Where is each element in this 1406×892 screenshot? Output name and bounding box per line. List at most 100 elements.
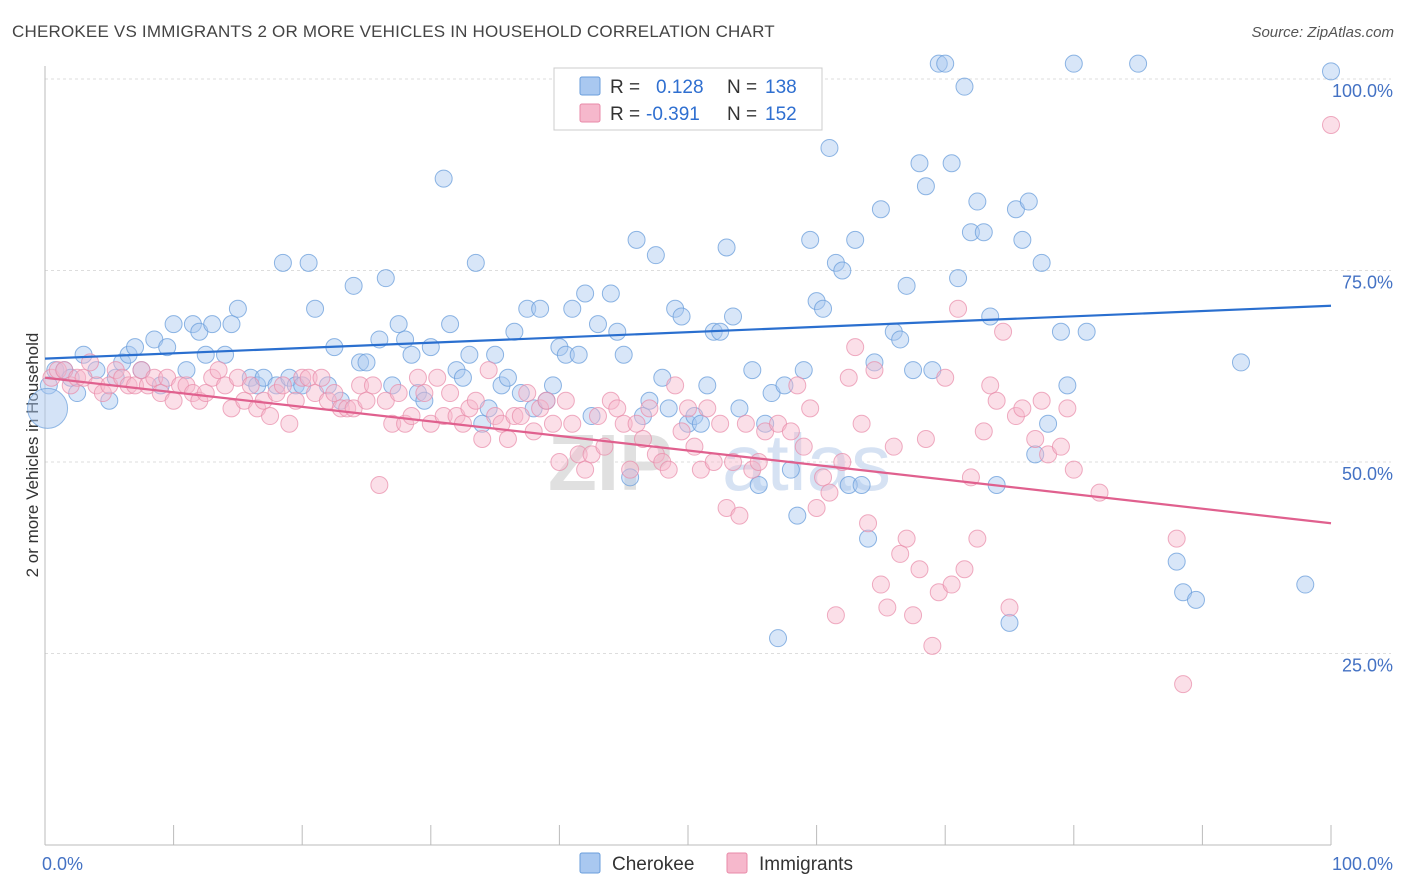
x-tick-label-min: 0.0% bbox=[42, 854, 83, 874]
immigrants-point bbox=[325, 384, 344, 403]
cherokee-point bbox=[441, 315, 460, 334]
cherokee-point bbox=[100, 391, 119, 410]
immigrants-point bbox=[351, 376, 370, 395]
immigrants-point bbox=[704, 453, 723, 471]
cherokee-point bbox=[749, 475, 768, 494]
immigrants-point bbox=[415, 384, 434, 403]
immigrants-point bbox=[994, 322, 1013, 341]
immigrants-point bbox=[441, 384, 460, 403]
cherokee-point bbox=[659, 399, 678, 418]
immigrants-point bbox=[955, 560, 974, 579]
immigrants-point bbox=[498, 430, 517, 449]
cherokee-point bbox=[1013, 230, 1032, 249]
immigrants-point bbox=[267, 384, 286, 403]
immigrants-point bbox=[743, 460, 762, 479]
cherokee-point bbox=[961, 223, 980, 242]
cherokee-point bbox=[447, 361, 466, 380]
watermark: ZIP atlas bbox=[548, 418, 891, 507]
cherokee-point bbox=[216, 345, 235, 364]
immigrants-point bbox=[640, 399, 659, 418]
cherokee-point bbox=[505, 322, 524, 341]
x-tick-label-max: 100.0% bbox=[1332, 854, 1393, 874]
immigrants-point bbox=[293, 368, 312, 387]
immigrants-point bbox=[473, 430, 492, 449]
immigrants-point bbox=[1167, 529, 1186, 548]
cherokee-point bbox=[949, 269, 968, 288]
cherokee-point bbox=[306, 299, 325, 318]
y-tick-labels: 25.0% 50.0% 75.0% 100.0% bbox=[1332, 81, 1393, 676]
immigrants-point bbox=[556, 391, 575, 410]
cherokee-point bbox=[396, 330, 415, 349]
immigrants-point bbox=[531, 399, 550, 418]
cherokee-point bbox=[492, 376, 511, 395]
cherokee-point bbox=[942, 154, 961, 173]
immigrants-point bbox=[974, 422, 993, 441]
cherokee-point bbox=[794, 361, 813, 380]
immigrants-point bbox=[724, 453, 743, 471]
immigrants-point bbox=[408, 368, 427, 387]
cherokee-point bbox=[1039, 414, 1058, 433]
immigrants-point bbox=[923, 636, 942, 655]
cherokee-point bbox=[466, 253, 485, 272]
cherokee-point bbox=[730, 399, 749, 418]
cherokee-point bbox=[756, 414, 775, 433]
immigrants-point bbox=[891, 544, 910, 563]
immigrants-point bbox=[627, 414, 646, 433]
immigrants-point bbox=[826, 606, 845, 625]
cherokee-point bbox=[601, 284, 620, 303]
x-tick-labels: 0.0% 100.0% bbox=[42, 854, 1393, 874]
immigrants-point bbox=[357, 391, 376, 410]
legend-n-label-immigrants: N = bbox=[727, 104, 757, 125]
cherokee-point bbox=[910, 154, 929, 173]
immigrants-point bbox=[801, 399, 820, 418]
immigrants-point bbox=[936, 368, 955, 387]
immigrants-point bbox=[81, 353, 100, 372]
immigrants-point bbox=[859, 514, 878, 533]
cherokee-point bbox=[666, 299, 685, 318]
cherokee-point bbox=[1077, 322, 1096, 341]
watermark-zip: ZIP bbox=[548, 418, 672, 507]
cherokee-point bbox=[724, 307, 743, 326]
immigrants-point bbox=[383, 414, 402, 433]
cherokee-point bbox=[222, 315, 241, 334]
cherokee-point bbox=[531, 299, 550, 318]
axes bbox=[44, 66, 1332, 846]
correlation-legend: R = 0.128 N = 138 R = -0.391 N = 152 bbox=[553, 67, 823, 131]
cherokee-point bbox=[248, 376, 267, 395]
immigrants-point bbox=[569, 445, 588, 464]
immigrants-point bbox=[563, 414, 582, 433]
immigrants-point bbox=[981, 376, 1000, 395]
cherokee-point bbox=[582, 407, 601, 426]
immigrants-point bbox=[106, 361, 125, 380]
immigrants-point bbox=[794, 437, 813, 456]
immigrants-point bbox=[1013, 399, 1032, 418]
immigrants-point bbox=[1026, 430, 1045, 449]
cherokee-point bbox=[27, 387, 69, 429]
cherokee-point bbox=[357, 353, 376, 372]
immigrants-point bbox=[1000, 598, 1019, 617]
cherokee-point bbox=[916, 177, 935, 196]
cherokee-point bbox=[698, 376, 717, 395]
cherokee-point bbox=[241, 368, 260, 387]
cherokee-point bbox=[569, 345, 588, 364]
immigrants-point bbox=[949, 299, 968, 318]
cherokee-point bbox=[273, 253, 292, 272]
immigrants-point bbox=[145, 368, 164, 387]
legend-n-label-cherokee: N = bbox=[727, 77, 757, 98]
immigrants-point bbox=[389, 384, 408, 403]
cherokee-point bbox=[543, 376, 562, 395]
y-tick-label: 25.0% bbox=[1342, 656, 1393, 676]
immigrants-point bbox=[299, 368, 318, 387]
chart-title: CHEROKEE VS IMMIGRANTS 2 OR MORE VEHICLE… bbox=[12, 22, 775, 41]
cherokee-point bbox=[351, 353, 370, 372]
immigrants-point bbox=[666, 376, 685, 395]
cherokee-point bbox=[1051, 322, 1070, 341]
gridlines bbox=[45, 78, 1391, 654]
immigrants-point bbox=[576, 460, 595, 479]
immigrants-point bbox=[1322, 115, 1340, 134]
immigrants-point bbox=[402, 407, 421, 426]
cherokee-point bbox=[871, 200, 890, 219]
legend-r-value-immigrants: -0.391 bbox=[646, 104, 700, 125]
immigrants-point bbox=[904, 606, 923, 625]
cherokee-point bbox=[788, 506, 807, 525]
